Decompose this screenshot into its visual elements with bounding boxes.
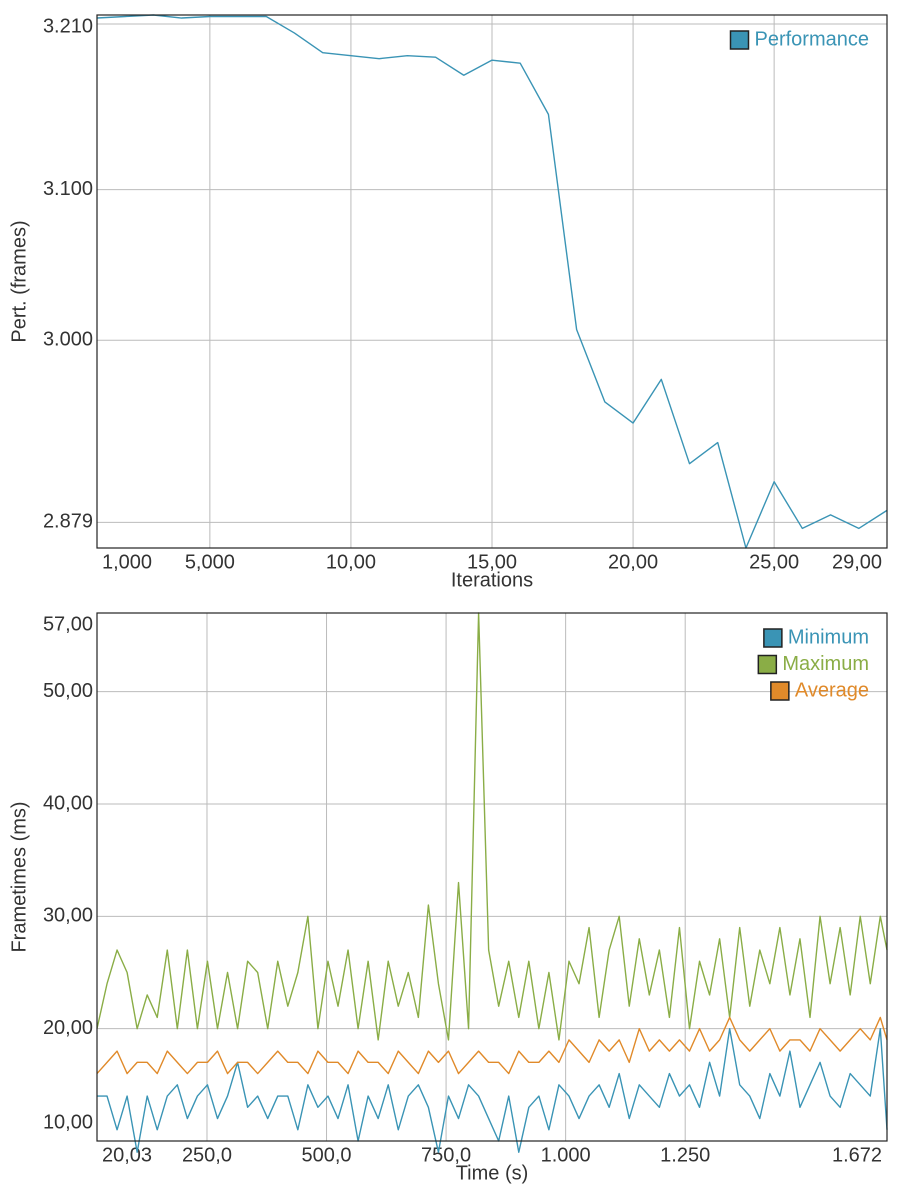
- legend-label: Performance: [755, 28, 870, 50]
- y-tick-label: 20,00: [43, 1017, 93, 1039]
- x-tick-label: 750,0: [421, 1144, 471, 1166]
- line: [97, 1027, 888, 1153]
- legend-swatch: [763, 628, 783, 648]
- line: [96, 612, 888, 1041]
- line: [96, 1016, 888, 1075]
- legend-label: Maximum: [782, 653, 869, 675]
- legend-label: Average: [795, 679, 869, 701]
- legend-swatch: [770, 681, 790, 701]
- x-tick-label: 25,00: [749, 551, 799, 573]
- x-tick-label: 1.672: [832, 1144, 882, 1166]
- x-tick-label: 500,0: [301, 1144, 351, 1166]
- x-tick-label: 5,000: [185, 551, 235, 573]
- line: [96, 14, 888, 549]
- plot-frame: [96, 612, 888, 1142]
- x-tick-label: 1.250: [660, 1144, 710, 1166]
- x-tick-label: 1.000: [541, 1144, 591, 1166]
- x-axis-title: Time (s): [456, 1162, 529, 1184]
- y-axis-title: Pert. (frames): [8, 220, 30, 342]
- legend-label: Minimum: [788, 626, 869, 648]
- x-tick-label: 20,03: [102, 1144, 152, 1166]
- y-tick-label: 57,00: [43, 613, 93, 635]
- legend-swatch: [729, 30, 750, 50]
- y-tick-label: 3.100: [43, 178, 93, 200]
- x-tick-label: 1,000: [102, 551, 152, 573]
- y-tick-label: 50,00: [43, 680, 93, 702]
- legend-swatch: [757, 654, 778, 675]
- x-tick-label: 10,00: [326, 551, 376, 573]
- plot-frame: [96, 14, 888, 549]
- y-tick-label: 3.000: [43, 329, 93, 351]
- y-axis-title: Frametimes (ms): [8, 801, 30, 952]
- y-tick-label: 30,00: [43, 905, 93, 927]
- y-tick-label: 40,00: [43, 792, 93, 814]
- x-tick-label: 20,00: [608, 551, 658, 573]
- y-tick-label: 3.210: [43, 15, 93, 37]
- x-tick-label: 29,00: [832, 551, 882, 573]
- y-tick-label: 10,00: [43, 1111, 93, 1133]
- x-axis-title: Iterations: [451, 569, 533, 591]
- x-tick-label: 250,0: [182, 1144, 232, 1166]
- y-tick-label: 2.879: [43, 511, 93, 533]
- x-tick-label: 15,00: [467, 551, 517, 573]
